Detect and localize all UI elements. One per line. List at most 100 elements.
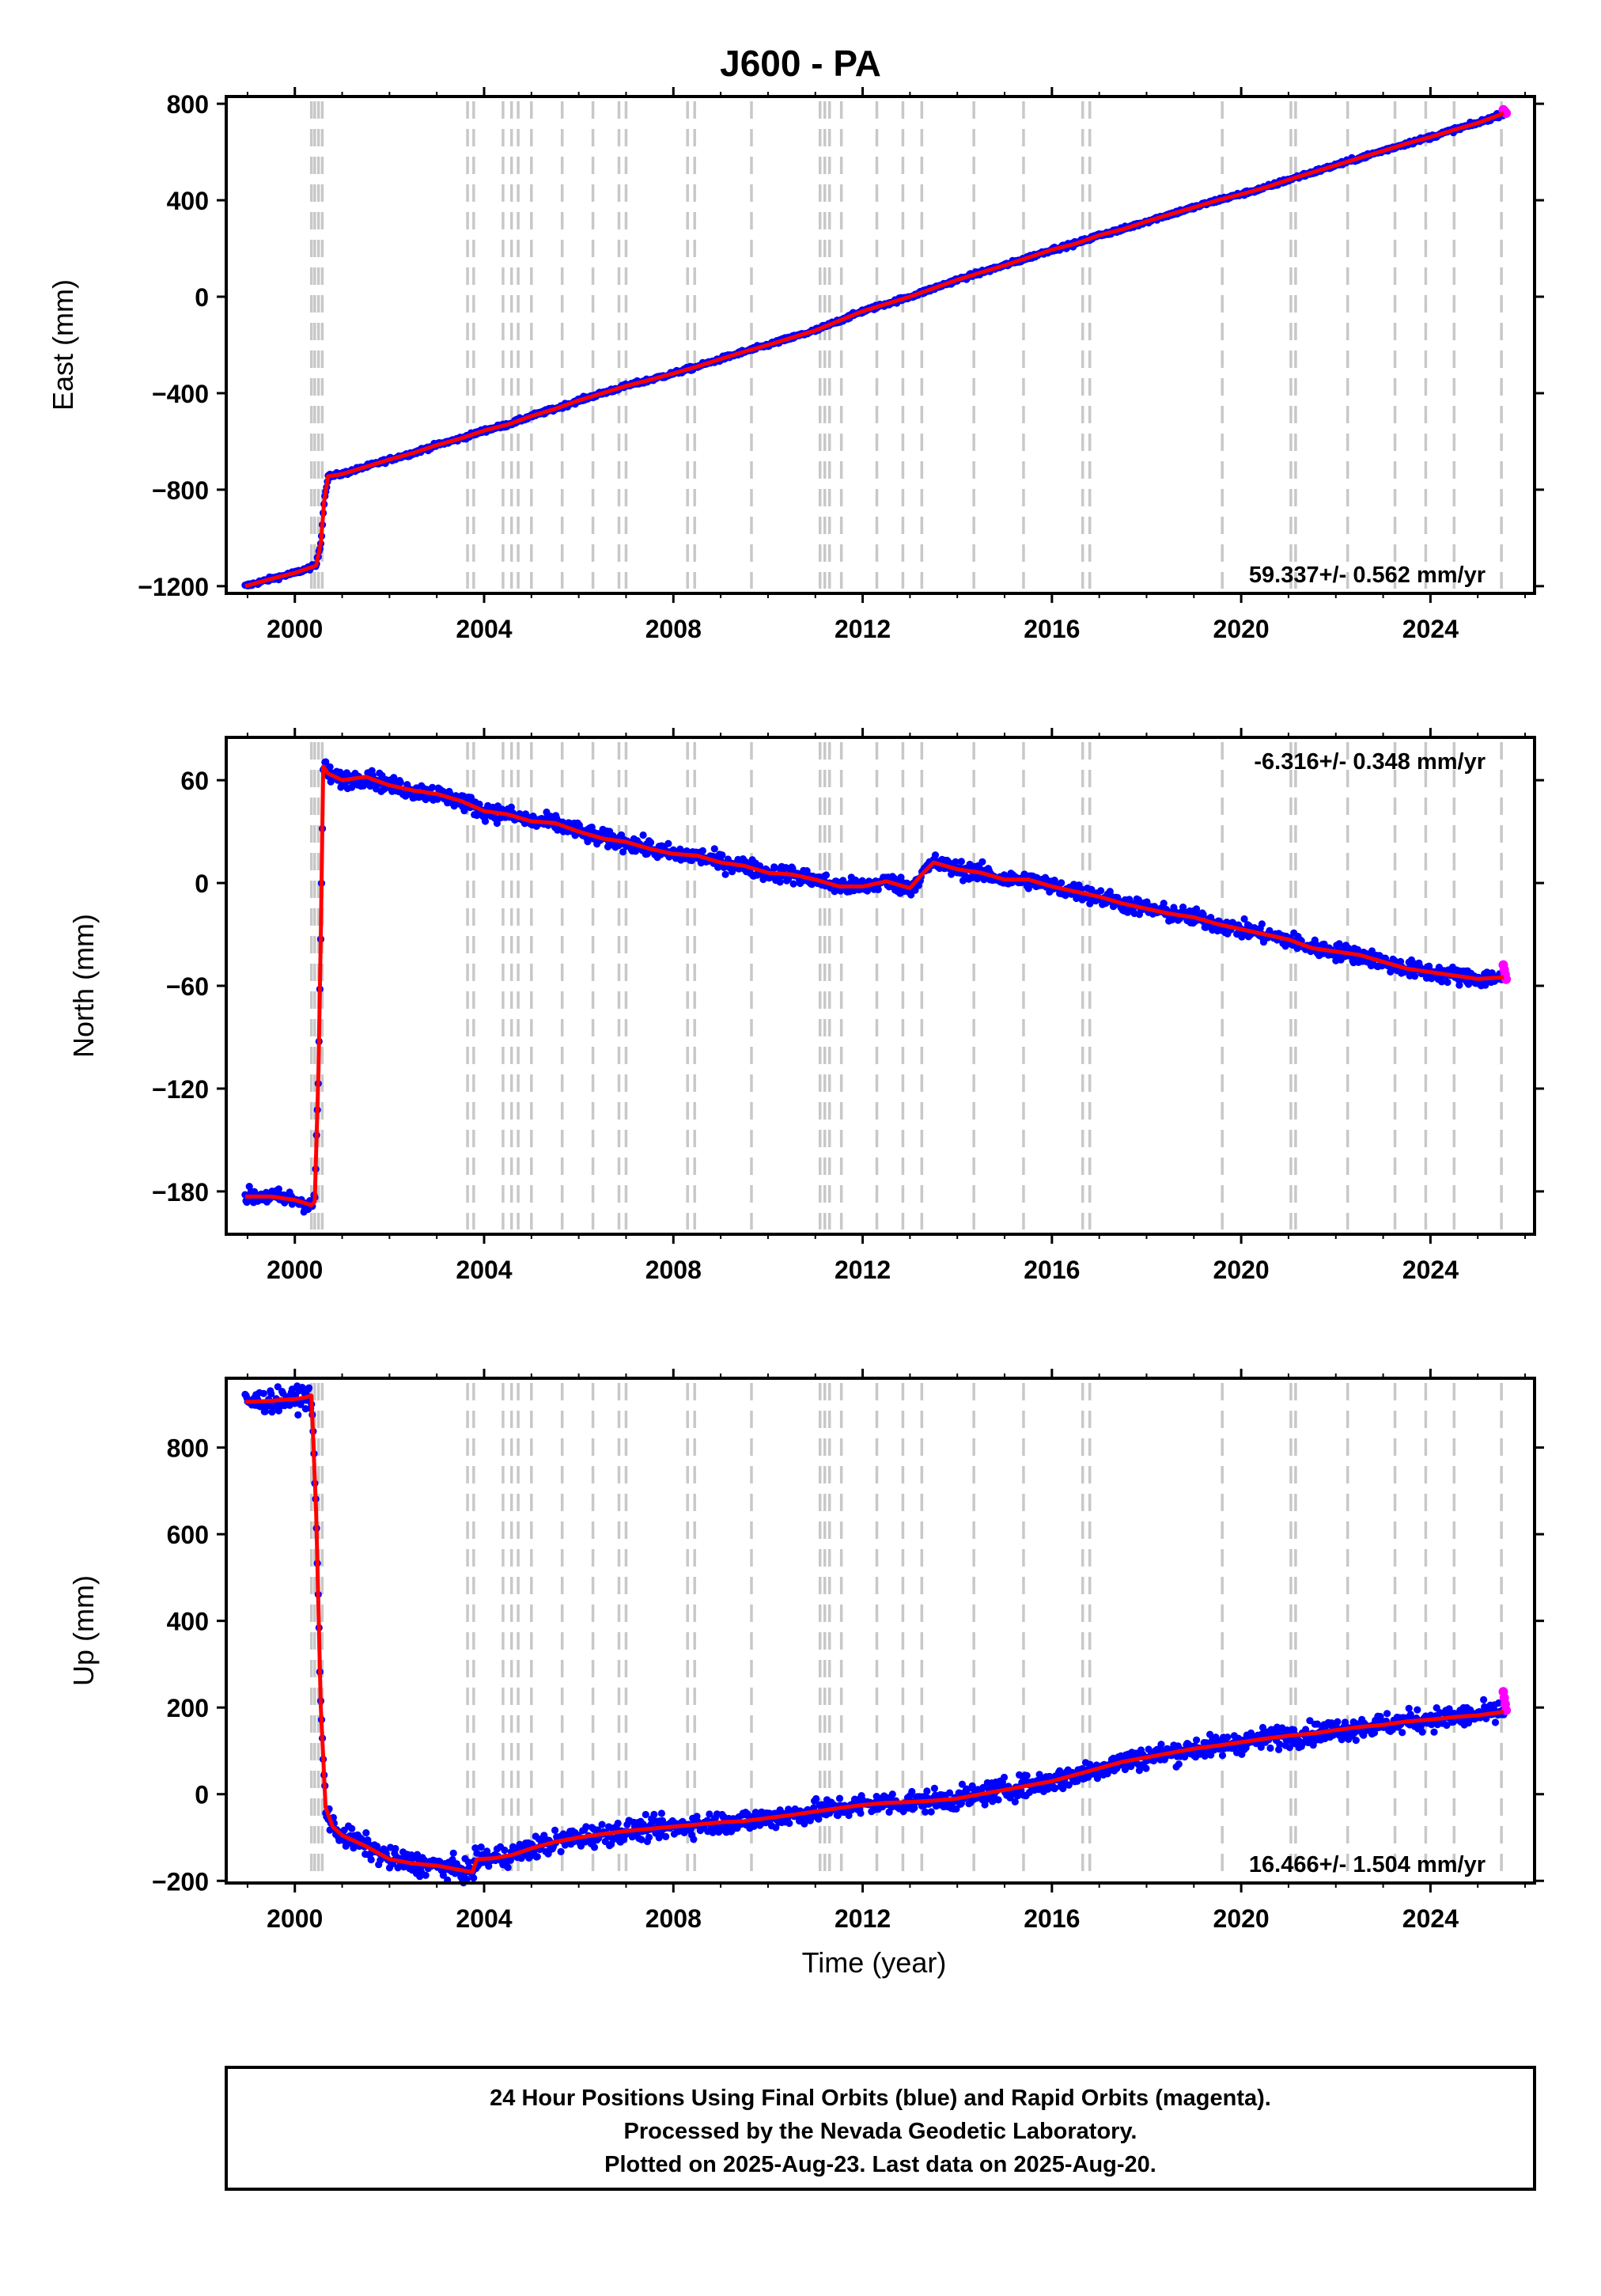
x-tick-label: 2024: [1402, 1904, 1459, 1933]
data-point: [1352, 1737, 1360, 1745]
y-tick-label: 60: [180, 767, 209, 795]
x-tick-label: 2008: [645, 1256, 702, 1284]
data-point: [994, 1796, 1002, 1804]
data-point: [1218, 1752, 1227, 1760]
data-point: [504, 1863, 512, 1871]
y-tick-label: 0: [195, 1781, 209, 1809]
y-tick-label: 200: [167, 1694, 209, 1722]
y-tick-label: 800: [167, 90, 209, 119]
y-axis-label: East (mm): [47, 279, 79, 411]
data-point: [396, 779, 404, 786]
data-point: [1058, 879, 1065, 887]
data-point: [785, 1819, 793, 1828]
data-point: [822, 871, 831, 879]
data-point: [927, 1808, 935, 1816]
y-tick-label: 800: [167, 1434, 209, 1463]
data-point: [449, 1849, 457, 1857]
data-point: [789, 880, 797, 888]
x-tick-label: 2016: [1024, 1904, 1080, 1933]
data-point: [348, 1824, 356, 1832]
data-point: [931, 851, 940, 859]
y-tick-label: −60: [166, 972, 209, 1001]
data-point: [1157, 1741, 1165, 1749]
data-point: [1418, 1728, 1426, 1736]
data-point: [835, 1794, 844, 1802]
x-tick-label: 2000: [267, 1904, 323, 1933]
data-point: [874, 885, 882, 893]
data-point: [721, 870, 729, 878]
panel-east: 2000 2004 2008 2012 2016 2020 2024−1200−800−40…: [47, 87, 1544, 643]
panel-north: 2000 2004 2008 2012 2016 2020 2024−180−120−600…: [67, 728, 1544, 1284]
y-tick-label: 400: [167, 187, 209, 215]
data-point: [1000, 1773, 1009, 1782]
data-point: [650, 1810, 658, 1818]
data-point: [645, 1833, 653, 1841]
data-point: [1193, 1736, 1201, 1744]
data-point: [857, 1809, 865, 1817]
data-point: [647, 839, 655, 847]
x-tick-label: 2020: [1213, 615, 1270, 643]
y-tick-label: −180: [152, 1178, 209, 1207]
data-point: [367, 1855, 375, 1864]
data-point: [362, 1829, 370, 1837]
x-tick-label: 2016: [1024, 1256, 1080, 1284]
x-tick-label: 2012: [835, 1256, 891, 1284]
y-tick-label: −200: [152, 1867, 209, 1896]
data-point: [664, 839, 672, 847]
data-point: [776, 878, 784, 886]
y-axis-label: North (mm): [67, 914, 100, 1058]
footer-line-1: 24 Hour Positions Using Final Orbits (bl…: [490, 2086, 1271, 2111]
data-point: [1097, 887, 1105, 895]
data-point: [1258, 920, 1266, 928]
data-point: [1399, 1729, 1406, 1737]
rapid-orbit-point: [1498, 1687, 1508, 1697]
y-tick-label: 0: [195, 870, 209, 898]
rapid-orbit-point: [1498, 960, 1508, 970]
data-point: [422, 1871, 430, 1879]
data-point: [294, 1411, 302, 1419]
x-tick-label: 2024: [1402, 1256, 1459, 1284]
x-tick-label: 2008: [645, 615, 702, 643]
data-point: [1444, 978, 1451, 987]
data-point: [1411, 972, 1419, 980]
x-tick-label: 2020: [1213, 1256, 1270, 1284]
y-tick-label: −120: [152, 1075, 209, 1104]
x-tick-label: 2020: [1213, 1904, 1270, 1933]
data-point: [957, 858, 965, 866]
x-tick-label: 2004: [456, 1256, 512, 1284]
y-tick-label: 400: [167, 1608, 209, 1636]
x-tick-label: 2000: [267, 615, 323, 643]
data-point: [477, 1843, 485, 1851]
data-point: [657, 1809, 666, 1817]
x-tick-label: 2024: [1402, 615, 1459, 643]
y-axis-label: Up (mm): [67, 1575, 100, 1686]
data-point: [978, 858, 986, 866]
footer-line-3: Plotted on 2025-Aug-23. Last data on 202…: [604, 2152, 1156, 2177]
data-point: [812, 1794, 820, 1803]
data-point: [930, 1784, 938, 1792]
data-point: [1224, 1733, 1232, 1741]
data-point: [639, 831, 647, 839]
data-point: [598, 1821, 606, 1828]
data-point: [690, 1836, 698, 1843]
x-tick-label: 2008: [645, 1904, 702, 1933]
data-point: [614, 1819, 622, 1828]
data-point: [1491, 1718, 1500, 1726]
y-tick-label: 0: [195, 283, 209, 312]
footer-box: 24 Hour Positions Using Final Orbits (bl…: [225, 2066, 1536, 2191]
data-point: [481, 817, 490, 825]
x-tick-label: 2004: [456, 615, 512, 643]
data-point: [392, 1844, 399, 1853]
data-point: [923, 1787, 931, 1795]
data-point: [259, 1389, 267, 1397]
y-tick-label: 600: [167, 1521, 209, 1549]
data-point: [1405, 1704, 1413, 1712]
data-point: [662, 1832, 670, 1840]
footer-line-2: Processed by the Nevada Geodetic Laborat…: [624, 2119, 1137, 2144]
data-point: [1023, 1771, 1031, 1779]
chart-title: J600 - PA: [720, 43, 881, 84]
x-axis-label: Time (year): [802, 1946, 947, 1979]
data-point: [1334, 1718, 1342, 1726]
plot-area: [226, 97, 1535, 593]
data-point: [1480, 1695, 1488, 1703]
